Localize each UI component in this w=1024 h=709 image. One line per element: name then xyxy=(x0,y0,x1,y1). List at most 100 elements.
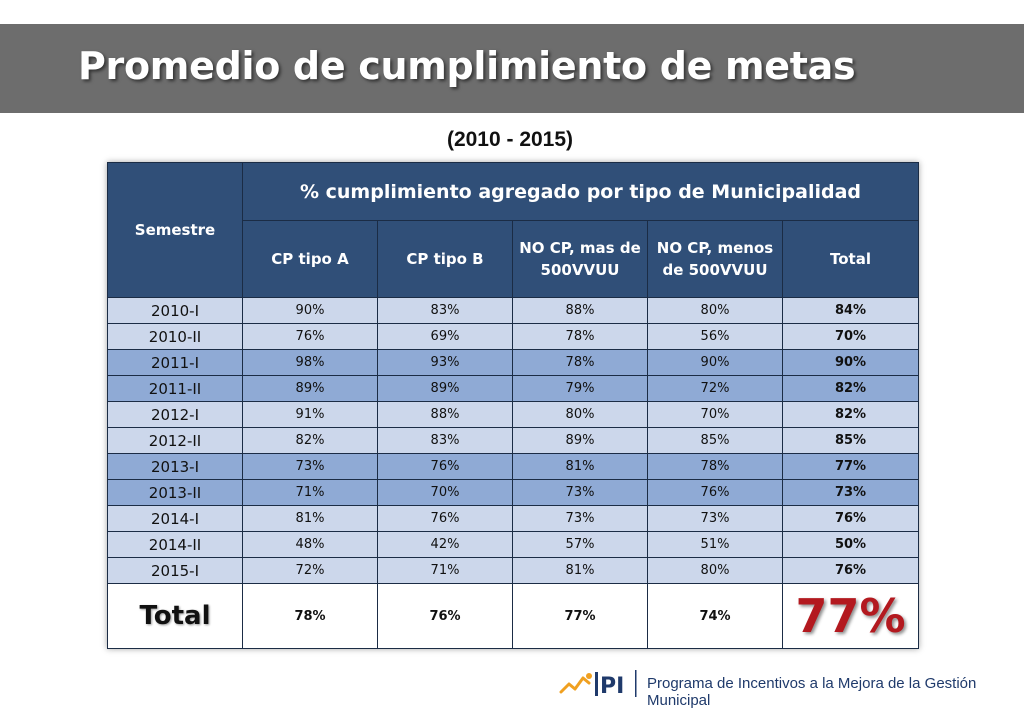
value-cell: 89% xyxy=(242,375,378,402)
value-cell: 90% xyxy=(242,297,378,324)
value-cell: 73% xyxy=(647,505,783,532)
semester-cell: 2012-I xyxy=(107,401,243,428)
value-cell: 98% xyxy=(242,349,378,376)
value-cell: 56% xyxy=(647,323,783,350)
semester-cell: 2013-I xyxy=(107,453,243,480)
row-total-cell: 76% xyxy=(782,505,919,532)
value-cell: 81% xyxy=(512,557,648,584)
row-total-cell: 73% xyxy=(782,479,919,506)
value-cell: 89% xyxy=(377,375,513,402)
value-cell: 83% xyxy=(377,297,513,324)
value-cell: 71% xyxy=(242,479,378,506)
value-cell: 89% xyxy=(512,427,648,454)
value-cell: 48% xyxy=(242,531,378,558)
semestre-header: Semestre xyxy=(107,162,243,298)
value-cell: 85% xyxy=(647,427,783,454)
semester-cell: 2010-I xyxy=(107,297,243,324)
grand-total-value: 77% xyxy=(782,583,919,649)
table-row: 2011-II 89% 89% 79% 72% 82% xyxy=(107,375,919,402)
value-cell: 51% xyxy=(647,531,783,558)
semester-cell: 2011-I xyxy=(107,349,243,376)
value-cell: 69% xyxy=(377,323,513,350)
table-row: 2013-I 73% 76% 81% 78% 77% xyxy=(107,453,919,480)
value-cell: 42% xyxy=(377,531,513,558)
value-cell: 70% xyxy=(377,479,513,506)
compliance-table: Semestre % cumplimiento agregado por tip… xyxy=(107,162,919,649)
col-header-total: Total xyxy=(782,220,919,298)
header-row-columns: CP tipo A CP tipo B NO CP, mas de 500VVU… xyxy=(108,220,919,298)
value-cell: 82% xyxy=(242,427,378,454)
value-cell: 88% xyxy=(377,401,513,428)
value-cell: 57% xyxy=(512,531,648,558)
row-total-cell: 70% xyxy=(782,323,919,350)
value-cell: 80% xyxy=(647,557,783,584)
group-header: % cumplimiento agregado por tipo de Muni… xyxy=(242,162,919,221)
value-cell: 80% xyxy=(647,297,783,324)
value-cell: 72% xyxy=(242,557,378,584)
semester-cell: 2014-I xyxy=(107,505,243,532)
semester-cell: 2015-I xyxy=(107,557,243,584)
value-cell: 90% xyxy=(647,349,783,376)
table-row: 2010-II 76% 69% 78% 56% 70% xyxy=(107,323,919,350)
col-header-cp-tipo-a: CP tipo A xyxy=(242,220,378,298)
value-cell: 81% xyxy=(512,453,648,480)
table-row: 2015-I 72% 71% 81% 80% 76% xyxy=(107,557,919,584)
table-row: 2012-I 91% 88% 80% 70% 82% xyxy=(107,401,919,428)
row-total-cell: 85% xyxy=(782,427,919,454)
semester-cell: 2013-II xyxy=(107,479,243,506)
value-cell: 91% xyxy=(242,401,378,428)
row-total-cell: 90% xyxy=(782,349,919,376)
row-total-cell: 50% xyxy=(782,531,919,558)
row-total-cell: 76% xyxy=(782,557,919,584)
semester-cell: 2010-II xyxy=(107,323,243,350)
value-cell: 93% xyxy=(377,349,513,376)
value-cell: 80% xyxy=(512,401,648,428)
total-value-cell: 77% xyxy=(512,583,648,649)
col-header-no-cp-menos: NO CP, menos de 500VVUU xyxy=(647,220,783,298)
title-bar xyxy=(0,24,1024,113)
value-cell: 76% xyxy=(377,505,513,532)
value-cell: 79% xyxy=(512,375,648,402)
value-cell: 73% xyxy=(512,479,648,506)
table-row: 2010-I 90% 83% 88% 80% 84% xyxy=(107,297,919,324)
value-cell: 83% xyxy=(377,427,513,454)
pi-logo-icon: PI xyxy=(559,670,637,699)
value-cell: 76% xyxy=(647,479,783,506)
value-cell: 72% xyxy=(647,375,783,402)
logo-text: PI xyxy=(600,674,624,699)
total-value-cell: 78% xyxy=(242,583,378,649)
row-total-cell: 82% xyxy=(782,375,919,402)
value-cell: 70% xyxy=(647,401,783,428)
value-cell: 88% xyxy=(512,297,648,324)
table-row: 2014-II 48% 42% 57% 51% 50% xyxy=(107,531,919,558)
table-row: 2013-II 71% 70% 73% 76% 73% xyxy=(107,479,919,506)
semester-cell: 2011-II xyxy=(107,375,243,402)
total-value-cell: 74% xyxy=(647,583,783,649)
semester-cell: 2014-II xyxy=(107,531,243,558)
table-row: 2012-II 82% 83% 89% 85% 85% xyxy=(107,427,919,454)
value-cell: 73% xyxy=(512,505,648,532)
value-cell: 78% xyxy=(512,323,648,350)
period-subtitle-text: (2010 - 2015) xyxy=(446,128,574,151)
value-cell: 78% xyxy=(647,453,783,480)
period-subtitle: (2010 - 2015) xyxy=(0,128,1024,152)
row-total-cell: 84% xyxy=(782,297,919,324)
value-cell: 76% xyxy=(242,323,378,350)
page-title: Promedio de cumplimiento de metas xyxy=(78,44,856,88)
total-value-cell: 76% xyxy=(377,583,513,649)
header-row-top: Semestre % cumplimiento agregado por tip… xyxy=(107,162,919,298)
row-total-cell: 82% xyxy=(782,401,919,428)
table-row: 2011-I 98% 93% 78% 90% 90% xyxy=(107,349,919,376)
col-header-cp-tipo-b: CP tipo B xyxy=(377,220,513,298)
semester-cell: 2012-II xyxy=(107,427,243,454)
table-row: 2014-I 81% 76% 73% 73% 76% xyxy=(107,505,919,532)
col-header-no-cp-mas: NO CP, mas de 500VVUU xyxy=(512,220,648,298)
value-cell: 78% xyxy=(512,349,648,376)
footer-program-name: Programa de Incentivos a la Mejora de la… xyxy=(647,675,977,709)
value-cell: 71% xyxy=(377,557,513,584)
row-total-cell: 77% xyxy=(782,453,919,480)
total-row: Total 78% 76% 77% 74% 77% xyxy=(107,583,919,649)
value-cell: 73% xyxy=(242,453,378,480)
value-cell: 76% xyxy=(377,453,513,480)
total-label: Total xyxy=(107,583,243,649)
